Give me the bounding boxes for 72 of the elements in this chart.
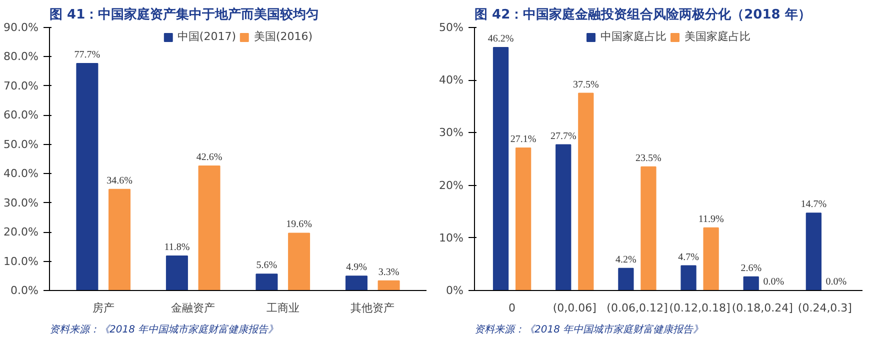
x-tick-label: (0.24,0.3] <box>798 302 852 314</box>
x-tick-label: (0,0.06] <box>552 302 596 314</box>
data-label: 5.6% <box>256 260 278 272</box>
legend-label: 中国(2017) <box>177 29 236 44</box>
text: 资料来源：《2018 年中国城市家庭财富健康报告》 <box>50 324 278 336</box>
data-label: 23.5% <box>636 152 662 164</box>
data-label: 42.6% <box>196 152 222 164</box>
bar <box>492 46 509 290</box>
y-tick-label: 40.0% <box>4 167 39 180</box>
bar <box>515 147 532 290</box>
bar <box>680 265 696 290</box>
x-tick-label: (0.06,0.12] <box>606 302 668 314</box>
x-tick-label: 工商业 <box>266 302 300 314</box>
legend-label: 美国(2016) <box>254 29 313 44</box>
bar <box>703 227 719 290</box>
y-tick-label: 10% <box>439 231 464 244</box>
data-label: 27.7% <box>550 130 576 142</box>
y-tick-label: 10.0% <box>4 254 39 268</box>
data-label: 2.6% <box>740 262 762 274</box>
data-label: 0.0% <box>826 276 847 288</box>
y-tick-label: 50.0% <box>4 138 39 151</box>
bar <box>256 274 278 290</box>
y-tick-label: 30% <box>439 126 464 140</box>
data-label: 4.2% <box>616 254 636 266</box>
y-tick-label: 40% <box>439 74 464 87</box>
chart-title: 图 41：中国家庭资产集中于地产而美国较均匀 <box>50 6 320 22</box>
x-tick-label: 金融资产 <box>171 302 216 314</box>
y-tick-label: 80.0% <box>4 50 39 64</box>
chart-title: 图 42：中国家庭金融投资组合风险两极分化（2018 年） <box>474 6 811 22</box>
bar <box>108 188 131 290</box>
y-tick-label: 0.0% <box>10 284 39 297</box>
y-tick-label: 70.0% <box>4 79 39 92</box>
bar <box>198 166 220 290</box>
bar <box>76 62 98 290</box>
y-tick-label: 20% <box>439 178 464 192</box>
y-tick-label: 90.0% <box>4 21 39 34</box>
data-label: 46.2% <box>488 33 514 44</box>
data-label: 34.6% <box>106 175 132 186</box>
y-tick-label: 30.0% <box>4 196 39 210</box>
data-label: 14.7% <box>800 199 827 210</box>
data-label: 0.0% <box>763 276 784 288</box>
data-label: 11.9% <box>698 214 724 225</box>
data-label: 19.6% <box>286 219 312 230</box>
x-tick-label: (0.12,0.18] <box>669 302 730 314</box>
bar <box>166 256 188 290</box>
legend-label: 美国家庭占比 <box>684 29 750 44</box>
data-label: 4.7% <box>678 252 699 263</box>
bar <box>578 92 594 290</box>
y-tick-label: 0% <box>446 284 464 297</box>
x-tick-label: 其他资产 <box>350 302 395 314</box>
x-tick-label: (0.18,0.24] <box>732 302 793 314</box>
data-label: 27.1% <box>510 134 536 145</box>
x-tick-label: 房产 <box>92 302 114 314</box>
data-label: 4.9% <box>346 262 367 274</box>
text: 资料来源：《2018 年中国城市家庭财富健康报告》 <box>474 324 704 336</box>
y-tick-label: 50% <box>439 21 464 34</box>
data-label: 11.8% <box>164 242 190 254</box>
bar <box>806 212 822 290</box>
bar <box>345 276 368 290</box>
bar <box>556 144 572 290</box>
y-tick-label: 60.0% <box>4 108 39 122</box>
data-label: 3.3% <box>378 266 400 278</box>
bar <box>743 276 759 290</box>
data-label: 37.5% <box>572 79 599 90</box>
data-label: 77.7% <box>74 49 100 60</box>
x-tick-label: 0 <box>508 302 516 314</box>
bar <box>378 280 400 290</box>
legend-label: 中国家庭占比 <box>600 29 666 44</box>
y-tick-label: 20.0% <box>4 226 39 239</box>
bar <box>618 268 634 290</box>
bar <box>640 166 656 290</box>
bar <box>288 232 310 290</box>
